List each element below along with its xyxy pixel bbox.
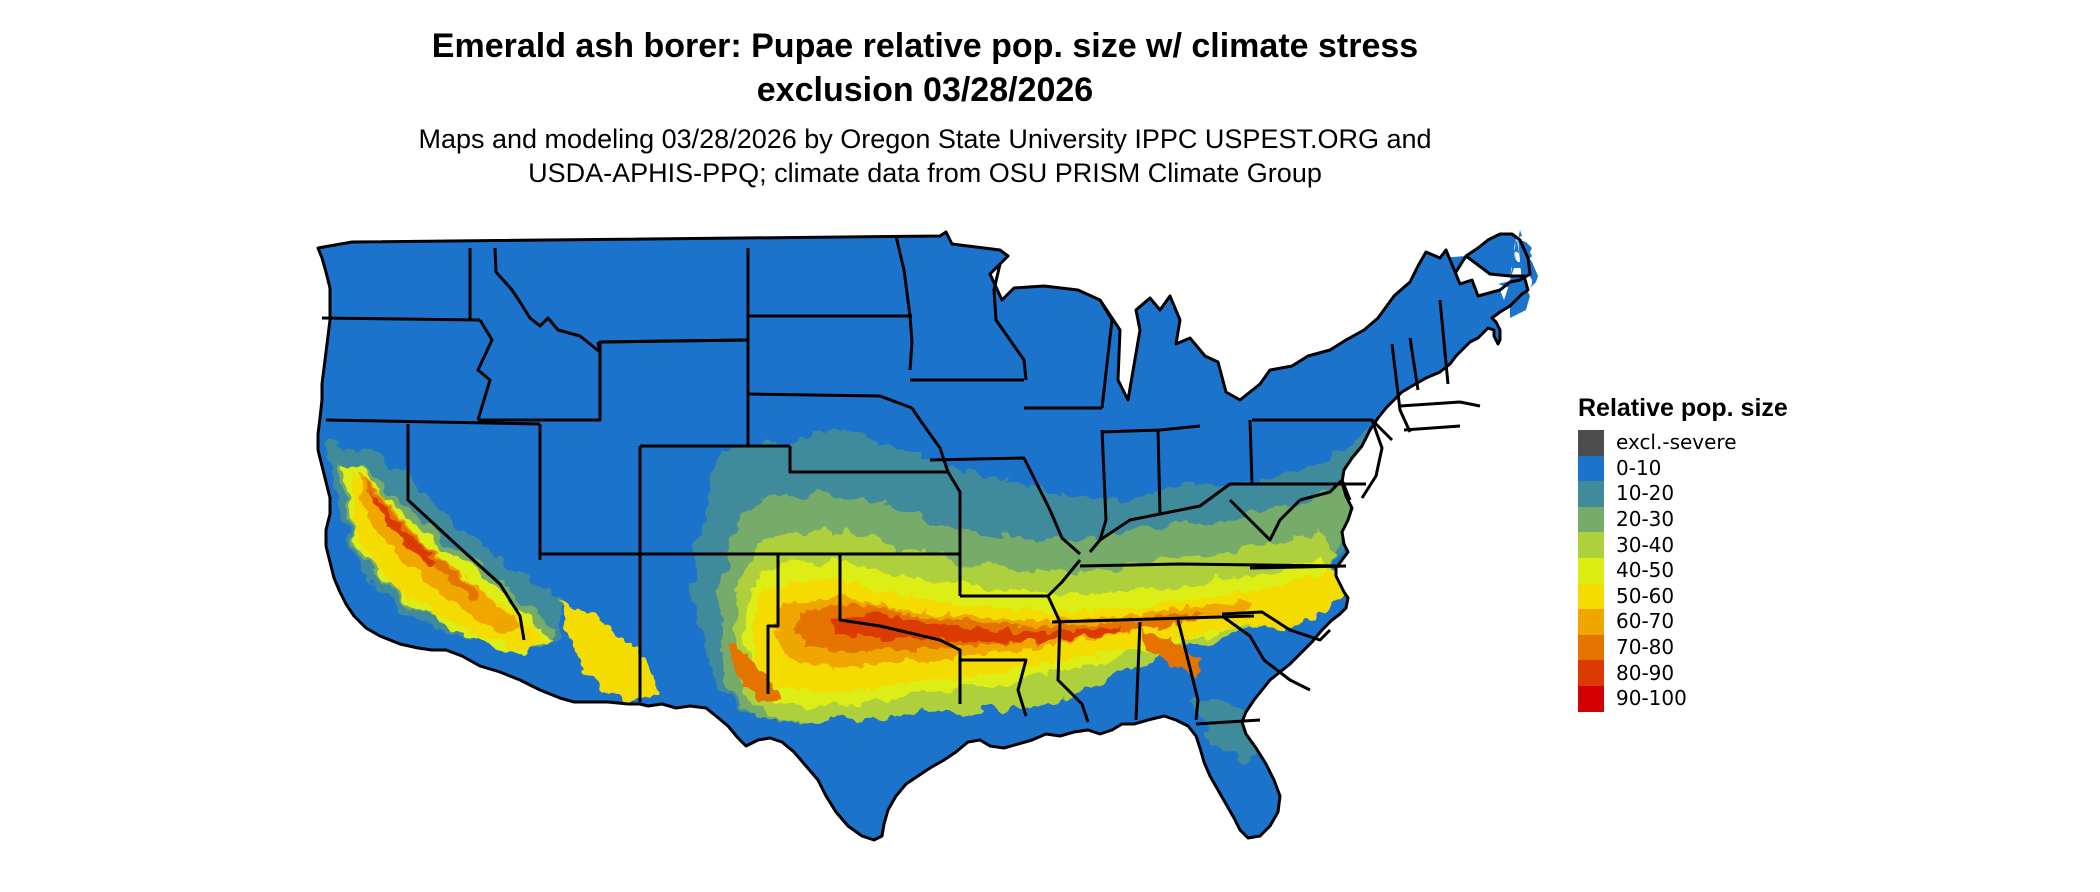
heat-zone-50-60: [560, 600, 660, 702]
legend-swatch: [1578, 481, 1604, 507]
legend-swatch: [1578, 532, 1604, 558]
border-mn-wi: [992, 263, 1028, 381]
border-wa-or: [321, 316, 481, 322]
border-ms-al: [1134, 621, 1142, 721]
map-title: Emerald ash borer: Pupae relative pop. s…: [0, 24, 1850, 112]
subtitle-line-2: USDA-APHIS-PPQ; climate data from OSU PR…: [528, 158, 1322, 188]
border-nm-tx: [766, 554, 780, 694]
legend-swatch: [1578, 609, 1604, 635]
border-il-mo: [1032, 477, 1081, 556]
border-nj: [1360, 419, 1384, 499]
legend-label: 40-50: [1616, 558, 1675, 583]
border-ca-nv: [406, 424, 526, 641]
border-id-mt: [493, 247, 602, 354]
legend-swatch: [1578, 506, 1604, 533]
legend-item: 60-70: [1578, 609, 1878, 635]
border-ks-mo: [946, 471, 962, 554]
border-ct-ri: [1403, 424, 1461, 432]
heat-zone-70-80: [1140, 632, 1200, 676]
border-ga-fl: [1195, 718, 1261, 726]
border-ga-sc: [1221, 614, 1311, 692]
legend-swatch: [1578, 685, 1604, 712]
heat-layer: [318, 230, 1538, 840]
legend-label: 10-20: [1616, 481, 1675, 506]
legend-item: 40-50: [1578, 557, 1878, 584]
heat-zone-50-60: [1250, 570, 1346, 630]
border-al-ga: [1176, 619, 1200, 721]
border-ar-la-tx: [960, 658, 1028, 717]
heat-zone-70-80: [364, 476, 482, 600]
legend-item: 30-40: [1578, 532, 1878, 558]
state-borders: [316, 230, 1532, 842]
border-oh-ky-wv: [1099, 482, 1252, 542]
border-ia-mo: [929, 456, 1036, 479]
map-subtitle: Maps and modeling 03/28/2026 by Oregon S…: [0, 122, 1850, 190]
border-sd-ne: [747, 392, 913, 410]
legend-title: Relative pop. size: [1578, 394, 1788, 422]
border-ms-la: [1056, 621, 1090, 723]
border-wv-va: [1228, 498, 1302, 542]
border-oh-pa: [1248, 419, 1254, 485]
legend-label: 0-10: [1616, 455, 1662, 480]
legend-item: excl.-severe: [1578, 430, 1878, 456]
conus-outline: [316, 230, 1532, 842]
legend-swatch: [1578, 557, 1604, 584]
border-va-nc: [1249, 564, 1347, 570]
legend-swatch: [1578, 660, 1604, 686]
legend-item: 0-10: [1578, 455, 1878, 482]
legend-item: 20-30: [1578, 506, 1878, 533]
border-ar-ms: [1046, 595, 1062, 623]
title-line-1: Emerald ash borer: Pupae relative pop. s…: [431, 27, 1419, 65]
legend-label: excl.-severe: [1616, 430, 1737, 455]
legend-item: 90-100: [1578, 685, 1878, 712]
legend-item: 70-80: [1578, 634, 1878, 661]
border-vt-nh: [1408, 337, 1420, 391]
border-il-in: [1088, 429, 1108, 553]
border-in-oh: [1156, 429, 1162, 515]
heat-zone-70-80: [796, 604, 1200, 652]
border-wi-mi: [1098, 299, 1114, 409]
legend-label: 80-90: [1616, 660, 1675, 685]
legend-label: 20-30: [1616, 507, 1675, 532]
legend-label: 60-70: [1616, 609, 1675, 634]
legend-label: 30-40: [1616, 532, 1675, 557]
legend-swatch: [1578, 455, 1604, 482]
border-ky-tn: [1079, 562, 1341, 568]
border-nd-mn: [894, 235, 914, 371]
legend-swatch: [1578, 583, 1604, 610]
heat-zone-80-90: [830, 612, 1120, 642]
legend-item: 10-20: [1578, 481, 1878, 507]
border-nc-sc: [1221, 610, 1332, 642]
legend-items: excl.-severe 0-10 10-20 20-30 30-40 40-50 50-6…: [1578, 430, 1878, 712]
legend-swatch: [1578, 430, 1604, 456]
border-ma: [1399, 400, 1481, 408]
border-tn-ms-al-ga: [1051, 614, 1255, 624]
border-ny-new-england: [1390, 343, 1412, 433]
border-mt-wy-dakotas: [599, 248, 750, 344]
subtitle-line-1: Maps and modeling 03/28/2026 by Oregon S…: [418, 124, 1432, 154]
legend-label: 50-60: [1616, 583, 1675, 608]
legend-swatch: [1578, 634, 1604, 661]
title-line-2: exclusion 03/28/2026: [756, 71, 1094, 109]
legend: Relative pop. size excl.-severe 0-10 10-20…: [1578, 392, 1878, 712]
border-or-ca-nv: [325, 418, 541, 426]
border-mo-ar: [960, 559, 1082, 598]
border-or-id: [476, 319, 494, 421]
border-mi-in-oh: [1101, 424, 1201, 434]
border-nh-me: [1438, 299, 1450, 385]
legend-label: 70-80: [1616, 635, 1675, 660]
legend-item: 50-60: [1578, 583, 1878, 610]
border-md-va: [1299, 478, 1352, 502]
legend-item: 80-90: [1578, 660, 1878, 686]
legend-label: 90-100: [1616, 686, 1687, 711]
heat-zone-80-90: [370, 490, 436, 566]
